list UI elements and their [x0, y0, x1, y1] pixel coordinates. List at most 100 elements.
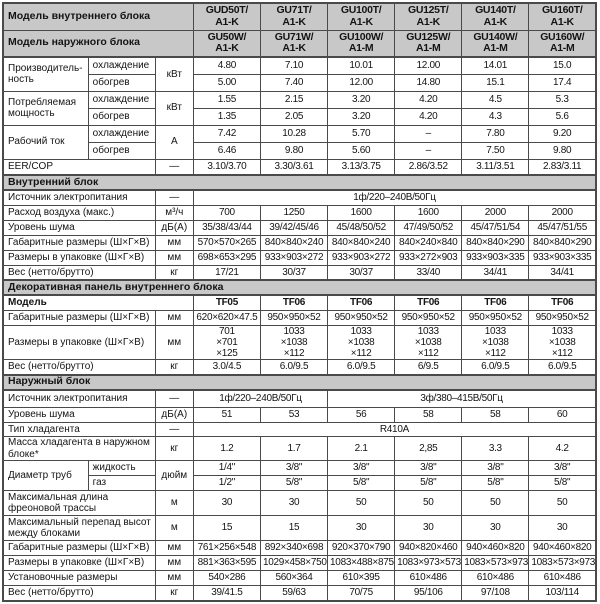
spec-value: 2.15: [259, 90, 329, 109]
spec-value: –: [394, 124, 463, 143]
table-row: Вес (нетто/брутто) кг 39/41.5 59/63 70/75 95/…: [2, 585, 597, 602]
spec-unit: дБ(А): [154, 407, 194, 424]
spec-value: 17.4: [528, 73, 597, 92]
spec-label: Уровень шума: [2, 219, 156, 236]
spec-label: Потребляемая мощность: [2, 90, 89, 126]
spec-value: 58: [461, 407, 530, 424]
spec-value: 14.01: [461, 56, 530, 75]
spec-value: 30: [461, 515, 530, 542]
spec-label: Максимальная длина фреоновой трассы: [2, 490, 156, 517]
table-row: Размеры в упаковке (Ш×Г×В) мм 881×363×595 1…: [2, 555, 597, 572]
spec-value: TF06: [528, 294, 597, 311]
spec-value: 2.1: [327, 436, 396, 462]
spec-value: 3.10/3.70: [192, 158, 261, 176]
spec-label: Вес (нетто/брутто): [2, 264, 156, 281]
spec-value: 1029×458×750: [259, 555, 329, 572]
spec-value: 620×620×47.5: [192, 309, 261, 326]
spec-unit: мм: [154, 570, 194, 587]
spec-value: R410A: [192, 422, 597, 438]
spec-value: 3/8": [528, 460, 597, 477]
model-row-label: Модель внутреннего блока: [2, 2, 194, 31]
model-name: GU125T/ A1-K: [394, 2, 463, 31]
model-name: GU100W/ A1-M: [327, 29, 396, 58]
spec-value: 12.00: [394, 56, 463, 75]
spec-label: Размеры в упаковке (Ш×Г×В): [2, 555, 156, 572]
spec-value: 30: [528, 515, 597, 542]
spec-value: 933×903×335: [461, 249, 530, 266]
spec-value: 15.0: [528, 56, 597, 75]
spec-label: Уровень шума: [2, 407, 156, 424]
spec-value: 933×903×272: [327, 249, 396, 266]
spec-sublabel: охлаждение: [87, 90, 156, 109]
spec-value: 6.46: [192, 141, 261, 160]
table-row: Размеры в упаковке (Ш×Г×В) мм 698×653×295 9…: [2, 249, 597, 266]
model-name: GUD50T/ A1-K: [192, 2, 261, 31]
spec-label: Модель: [2, 294, 194, 311]
spec-unit: кВт: [154, 56, 194, 92]
spec-value: 15: [259, 515, 329, 542]
table-row: Габаритные размеры (Ш×Г×В) мм 761×256×548 8…: [2, 540, 597, 557]
spec-value: 3.11/3.51: [461, 158, 530, 176]
spec-value: 7.40: [259, 73, 329, 92]
section-title: Внутренний блок: [2, 174, 597, 191]
spec-value: 39/42/45/46: [259, 219, 329, 236]
spec-value: 1250: [259, 204, 329, 221]
spec-sublabel: обогрев: [87, 73, 156, 92]
spec-value: 10.01: [327, 56, 396, 75]
spec-value: 50: [327, 490, 396, 517]
spec-unit: дБ(А): [154, 219, 194, 236]
spec-value: 5.60: [327, 141, 396, 160]
model-name: GU100T/ A1-K: [327, 2, 396, 31]
spec-value: 6/9.5: [394, 359, 463, 376]
spec-value: 5.70: [327, 124, 396, 143]
table-row: Внутренний блок: [2, 174, 597, 191]
model-name: GU71T/ A1-K: [259, 2, 329, 31]
table-row: Рабочий ток охлаждение А 7.42 10.28 5.70–7.80…: [2, 124, 597, 160]
spec-value: 1.7: [259, 436, 329, 462]
spec-value: 1.35: [192, 107, 261, 126]
spec-value: 1083×573×973: [461, 555, 530, 572]
spec-value: 50: [528, 490, 597, 517]
spec-value: 47/49/50/52: [394, 219, 463, 236]
spec-unit: мм: [154, 309, 194, 326]
spec-unit: —: [154, 158, 194, 176]
table-row: Модель внутреннего блока GUD50T/ A1-K GU71…: [2, 2, 597, 31]
table-row: обогрев 5.00 7.40 12.00 14.80 15.1 17.4: [3, 73, 597, 92]
table-row: Уровень шума дБ(А) 35/38/43/44 39/42/45/46 4…: [2, 219, 597, 236]
spec-value: 50: [394, 490, 463, 517]
table-row: Наружный блок: [2, 373, 597, 391]
spec-value: 30: [327, 515, 396, 542]
table-row: обогрев 1.35 2.05 3.20 4.20 4.3 5.6: [3, 107, 597, 126]
spec-value: 892×340×698: [259, 540, 329, 557]
spec-value: 70/75: [327, 585, 396, 602]
spec-value: 7.10: [259, 56, 329, 75]
spec-value: 50: [461, 490, 530, 517]
spec-value: 30: [192, 490, 261, 517]
spec-unit: кг: [154, 585, 194, 602]
spec-value: 1.2: [192, 436, 261, 462]
spec-value: 2.86/3.52: [394, 158, 463, 176]
spec-value: 7.50: [461, 141, 530, 160]
spec-value: 5.6: [528, 107, 597, 126]
spec-value: 840×840×240: [327, 234, 396, 251]
spec-value: 60: [528, 407, 597, 424]
spec-value: 610×486: [528, 570, 597, 587]
spec-value: TF05: [192, 294, 261, 311]
table-row: Размеры в упаковке (Ш×Г×В) мм 701 ×701 ×12…: [2, 324, 597, 361]
spec-value: 840×240×840: [394, 234, 463, 251]
spec-value: 10.28: [259, 124, 329, 143]
spec-unit: —: [154, 389, 194, 409]
spec-label: Габаритные размеры (Ш×Г×В): [2, 540, 156, 557]
spec-unit: кг: [154, 359, 194, 376]
spec-value: 15: [192, 515, 261, 542]
spec-value: 840×840×290: [528, 234, 597, 251]
model-name: GU160T/ A1-K: [528, 2, 597, 31]
spec-label: Габаритные размеры (Ш×Г×В): [2, 234, 156, 251]
model-name: GU140T/ A1-K: [461, 2, 530, 31]
spec-value: 940×460×820: [528, 540, 597, 557]
spec-value: 5/8": [327, 475, 396, 492]
model-name: GU71W/ A1-K: [259, 29, 329, 58]
